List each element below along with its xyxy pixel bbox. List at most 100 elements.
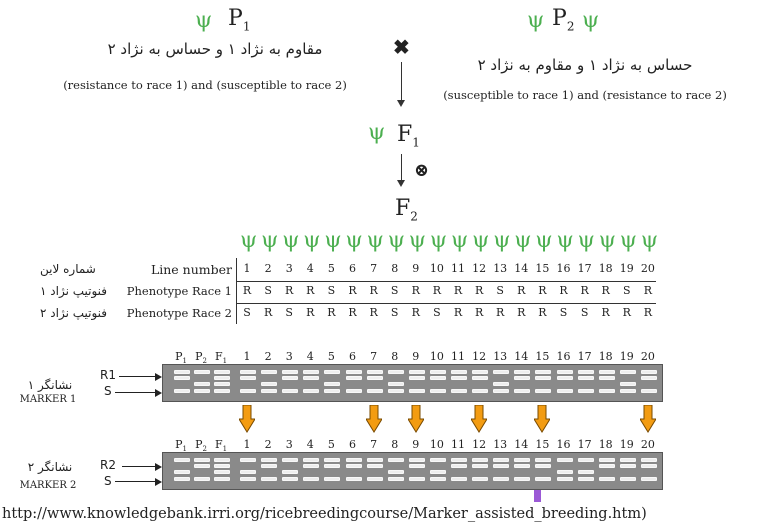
marker2-band [514,464,531,468]
marker2-band-label-r: R2 [100,458,116,472]
marker1-band [514,376,531,380]
line-number-cell: 2 [264,262,272,275]
marker1-band [174,389,190,393]
race2-phenotype-cell: R [517,306,526,319]
marker1-band [429,376,446,380]
marker2-lane-header: 7 [370,438,378,451]
row-label-en-race1: Phenotype Race 1 [126,284,232,298]
marker2-band [619,458,636,462]
marker2-band [324,477,341,481]
selection-arrow-icon [471,405,488,433]
marker2-band [387,458,404,462]
marker1-band [577,370,594,374]
marker1-lane-header: F1 [214,350,228,366]
marker1-band [514,370,531,374]
marker2-lane-header: P1 [175,438,187,454]
race1-phenotype-cell: R [474,284,484,297]
marker1-lane-header: P1 [175,350,187,366]
line-number-cell: 18 [598,262,613,275]
marker2-band [408,464,425,468]
marker2-band [303,477,320,481]
marker2-lane-header: 15 [535,438,550,451]
marker2-band [324,458,341,462]
marker1-lane-header: 20 [640,350,655,363]
marker2-band [493,458,510,462]
line-number-cell: 17 [577,262,592,275]
marker2-lane-header: 9 [412,438,420,451]
marker2-band [619,464,636,468]
marker1-lane-header: 2 [264,350,272,363]
f2-plant-icon: ψ [640,228,659,253]
marker2-band [472,477,489,481]
marker2-band [577,470,594,474]
row-label-en-race2: Phenotype Race 2 [126,306,232,320]
marker1-band [387,389,404,393]
marker1-band [598,370,615,374]
marker2-band [261,477,278,481]
marker1-lane-header: 19 [619,350,634,363]
marker1-band [324,389,341,393]
marker2-lane-header: 5 [327,438,335,451]
marker2-band [194,458,210,462]
race2-phenotype-cell: R [327,306,336,319]
race1-phenotype-cell: R [242,284,252,297]
marker1-band [214,370,230,374]
marker1-gel [162,364,663,402]
marker1-band [366,376,383,380]
marker2-band [303,464,320,468]
marker1-lane-header: 6 [349,350,356,363]
race1-phenotype-cell: S [623,284,631,297]
f2-plant-icon: ψ [240,228,258,253]
f2-plant-icon: ψ [556,228,574,253]
marker2-lane-header: 13 [493,438,508,451]
race2-phenotype-cell: R [474,306,484,319]
race1-phenotype-cell: R [580,284,589,297]
marker2-band [240,477,256,481]
marker1-band [493,382,510,386]
line-number-cell: 8 [391,262,399,275]
marker1-band [240,389,256,393]
race1-phenotype-cell: R [369,284,378,297]
marker1-band-label-s: S [104,384,112,398]
marker1-band [194,382,210,386]
marker2-band [387,477,404,481]
race2-phenotype-cell: R [348,306,357,319]
row-label-fa-race1: فنوتیپ نژاد ۱ [40,284,108,298]
marker2-band [387,470,404,474]
marker1-band [472,389,489,393]
marker1-lane-header: 9 [412,350,420,363]
f1-plant-icon: ψ [368,120,386,145]
p1-description-fa: مقاوم به نژاد ۱ و حساس به نژاد ۲ [107,40,323,58]
marker1-band [451,389,467,393]
race2-phenotype-cell: R [453,306,463,319]
f1-label: F1 [397,122,420,150]
line-number-cell: 11 [451,262,465,275]
marker1-band [472,376,489,380]
marker2-lane-header: 14 [514,438,529,451]
marker2-band [261,464,278,468]
f2-plant-icon: ψ [408,228,427,253]
marker1-band [556,376,573,380]
marker2-band [214,477,230,481]
f2-plant-icon: ψ [429,228,448,253]
row-label-en-line: Line number [150,262,232,277]
marker1-band [282,370,299,374]
f2-plant-icon: ψ [472,228,490,253]
race1-phenotype-cell: R [643,284,653,297]
marker2-band [535,464,552,468]
marker1-lane-header: P2 [195,350,207,366]
marker2-arrow-r [122,466,157,467]
marker1-band [345,370,362,374]
marker2-band [214,464,230,468]
marker2-band [174,470,190,474]
marker2-lane-header: 19 [619,438,634,451]
race1-phenotype-cell: R [306,284,315,297]
marker1-band [429,370,446,374]
marker1-lane-header: 4 [306,350,314,363]
line-number-cell: 10 [429,262,444,275]
marker1-band [214,389,230,393]
marker2-gel [162,452,663,490]
marker2-band [429,477,446,481]
f2-plant-icon: ψ [535,228,553,253]
p2-label: P2 [552,6,575,34]
